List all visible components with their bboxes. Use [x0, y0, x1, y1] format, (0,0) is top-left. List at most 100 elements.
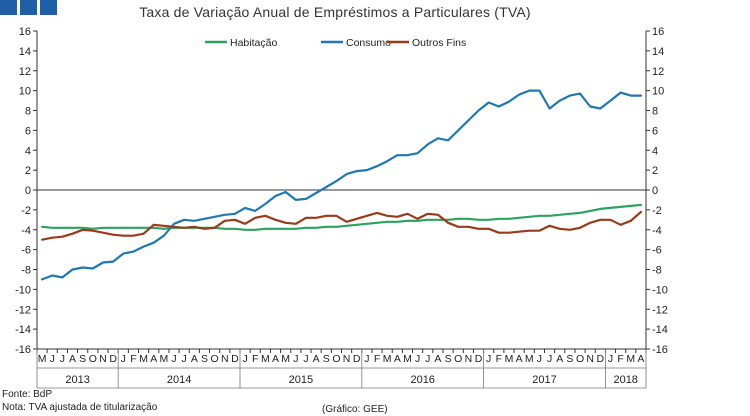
legend-label: Habitação	[230, 37, 277, 49]
y-tick-label-left: 14	[19, 46, 31, 58]
x-tick-label: A	[191, 353, 198, 365]
y-tick-label-right: -14	[652, 324, 668, 336]
y-tick-label-left: 0	[25, 185, 31, 197]
y-tick-label-right: 16	[652, 26, 664, 38]
x-tick-label: N	[221, 353, 229, 365]
year-label: 2015	[289, 374, 313, 386]
y-tick-label-left: -10	[15, 284, 31, 296]
x-tick-label: J	[50, 353, 55, 365]
x-tick-label: A	[434, 353, 441, 365]
brand-square	[20, 0, 37, 15]
y-tick-label-right: 8	[652, 106, 658, 118]
x-tick-label: F	[374, 353, 380, 365]
series-line-outros-fins	[40, 210, 643, 241]
y-tick-label-right: 10	[652, 86, 664, 98]
y-tick-label-left: -12	[15, 304, 31, 316]
y-tick-label-left: -14	[15, 324, 31, 336]
y-tick-label-right: 0	[652, 185, 658, 197]
year-label: 2017	[532, 374, 556, 386]
year-label: 2018	[613, 374, 637, 386]
x-tick-label: J	[486, 353, 491, 365]
x-tick-label: F	[252, 353, 258, 365]
x-tick-label: A	[69, 353, 76, 365]
x-tick-label: J	[242, 353, 247, 365]
x-tick-label: D	[353, 353, 361, 365]
x-tick-label: S	[566, 353, 573, 365]
x-tick-label: J	[537, 353, 542, 365]
y-tick-label-left: -16	[15, 344, 31, 356]
legend-label: Consumo	[346, 37, 391, 49]
x-tick-label: A	[313, 353, 320, 365]
x-tick-label: J	[547, 353, 552, 365]
y-tick-label-right: 4	[652, 145, 658, 157]
x-tick-label: D	[109, 353, 117, 365]
y-tick-label-left: -4	[21, 225, 31, 237]
brand-square	[0, 0, 17, 15]
y-tick-label-left: 2	[25, 165, 31, 177]
x-tick-label: O	[332, 353, 340, 365]
x-tick-label: M	[281, 353, 290, 365]
year-label: 2016	[410, 374, 434, 386]
x-tick-label: N	[343, 353, 351, 365]
y-tick-label-left: 8	[25, 106, 31, 118]
y-tick-label-right: 6	[652, 125, 658, 137]
x-tick-label: O	[576, 353, 584, 365]
chart-title: Taxa de Variação Anual de Empréstimos a …	[139, 4, 531, 20]
series-line-consumo	[40, 89, 643, 281]
y-tick-label-right: -4	[652, 225, 662, 237]
y-tick-label-left: -8	[21, 265, 31, 277]
x-tick-label: A	[556, 353, 563, 365]
x-tick-label: D	[475, 353, 483, 365]
x-tick-label: N	[586, 353, 594, 365]
x-tick-label: D	[231, 353, 239, 365]
y-tick-label-right: 14	[652, 46, 664, 58]
y-tick-label-right: -8	[652, 265, 662, 277]
y-tick-label-right: 12	[652, 66, 664, 78]
footnote: Nota: TVA ajustada de titularização	[2, 402, 158, 413]
y-tick-label-left: -2	[21, 205, 31, 217]
source-note: Fonte: BdP	[2, 389, 53, 400]
x-tick-label: J	[60, 353, 65, 365]
x-tick-label: A	[637, 353, 644, 365]
x-tick-label: O	[211, 353, 219, 365]
x-tick-label: F	[617, 353, 623, 365]
x-tick-label: J	[171, 353, 176, 365]
x-tick-label: O	[89, 353, 97, 365]
y-tick-label-right: 2	[652, 165, 658, 177]
y-tick-label-right: -16	[652, 344, 668, 356]
x-tick-label: N	[99, 353, 107, 365]
y-tick-label-left: 12	[19, 66, 31, 78]
x-tick-label: J	[182, 353, 187, 365]
x-tick-label: J	[415, 353, 420, 365]
x-tick-label: S	[445, 353, 452, 365]
x-tick-label: M	[626, 353, 635, 365]
x-tick-label: S	[323, 353, 330, 365]
brand-square	[40, 0, 57, 15]
y-tick-label-left: 6	[25, 125, 31, 137]
y-tick-label-right: -12	[652, 304, 668, 316]
y-tick-label-right: -6	[652, 245, 662, 257]
year-label: 2014	[167, 374, 191, 386]
chart-credit: (Gráfico: GEE)	[322, 404, 388, 415]
x-tick-label: J	[293, 353, 298, 365]
x-tick-label: M	[38, 353, 47, 365]
series-line-habitação	[40, 203, 643, 231]
x-tick-label: M	[525, 353, 534, 365]
x-tick-label: J	[364, 353, 369, 365]
y-tick-label-left: 16	[19, 26, 31, 38]
x-tick-label: F	[130, 353, 136, 365]
x-tick-label: A	[516, 353, 523, 365]
x-tick-label: S	[201, 353, 208, 365]
x-tick-label: N	[465, 353, 473, 365]
x-tick-label: J	[425, 353, 430, 365]
x-tick-label: M	[261, 353, 270, 365]
x-tick-label: M	[383, 353, 392, 365]
y-tick-label-right: -10	[652, 284, 668, 296]
year-label: 2013	[65, 374, 89, 386]
y-tick-label-left: 10	[19, 86, 31, 98]
x-tick-label: M	[139, 353, 148, 365]
x-tick-label: A	[272, 353, 279, 365]
x-tick-label: J	[121, 353, 126, 365]
brand-logo	[0, 0, 57, 15]
